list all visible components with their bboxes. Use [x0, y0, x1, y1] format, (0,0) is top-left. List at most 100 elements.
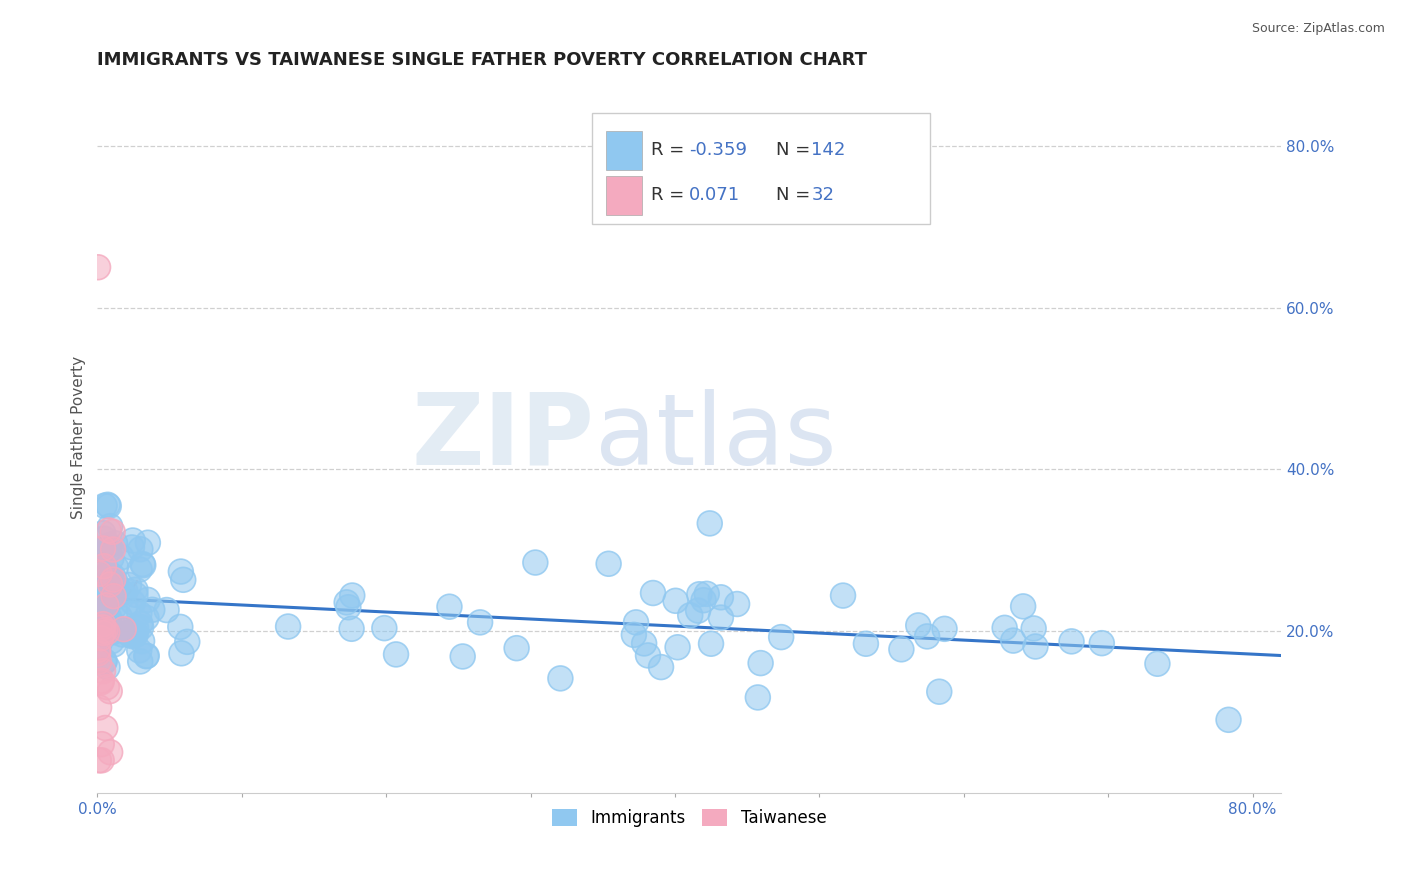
Point	[679, 608, 702, 623]
Point	[131, 634, 153, 648]
Point	[90, 753, 112, 767]
Point	[117, 625, 139, 640]
Point	[114, 584, 136, 599]
Point	[710, 591, 733, 605]
Point	[93, 608, 115, 623]
Point	[114, 599, 136, 614]
Point	[124, 628, 146, 642]
Point	[104, 560, 127, 574]
Point	[101, 573, 124, 587]
Point	[97, 538, 120, 552]
Point	[749, 656, 772, 670]
Point	[90, 543, 112, 558]
Point	[98, 519, 121, 533]
Point	[87, 579, 110, 593]
Point	[1060, 634, 1083, 648]
Point	[103, 586, 125, 600]
Point	[115, 623, 138, 637]
Point	[128, 607, 150, 621]
Point	[141, 603, 163, 617]
Point	[104, 560, 127, 574]
Point	[94, 624, 117, 638]
Point	[87, 700, 110, 714]
Point	[93, 532, 115, 546]
Point	[385, 648, 408, 662]
Point	[385, 648, 408, 662]
Point	[97, 614, 120, 628]
Point	[342, 589, 364, 603]
Point	[664, 594, 686, 608]
Point	[747, 690, 769, 705]
Text: atlas: atlas	[595, 389, 837, 485]
Point	[97, 499, 120, 513]
Point	[97, 498, 120, 512]
Point	[111, 627, 134, 641]
Point	[141, 603, 163, 617]
Point	[135, 611, 157, 625]
Point	[128, 562, 150, 576]
Point	[692, 593, 714, 607]
Point	[666, 640, 689, 655]
Point	[86, 619, 108, 633]
Point	[928, 684, 950, 698]
Point	[89, 634, 111, 648]
Point	[104, 599, 127, 614]
Point	[633, 636, 655, 650]
Point	[98, 577, 121, 591]
Point	[108, 610, 131, 624]
Point	[598, 557, 620, 571]
Point	[524, 556, 547, 570]
Point	[96, 568, 118, 582]
Point	[87, 625, 110, 640]
Point	[124, 582, 146, 597]
Point	[90, 586, 112, 600]
Point	[700, 637, 723, 651]
Point	[337, 600, 360, 615]
Point	[439, 599, 461, 614]
Point	[91, 582, 114, 597]
Point	[91, 595, 114, 609]
Point	[688, 604, 710, 618]
Point	[117, 625, 139, 640]
Point	[118, 578, 141, 592]
Point	[96, 680, 118, 694]
Point	[169, 620, 191, 634]
Text: 32: 32	[811, 186, 834, 204]
Point	[96, 599, 118, 613]
Point	[505, 641, 527, 656]
Point	[770, 630, 793, 644]
Point	[87, 643, 110, 657]
Point	[91, 595, 114, 609]
Point	[98, 745, 121, 759]
Point	[688, 587, 710, 601]
Point	[98, 519, 121, 533]
Point	[747, 690, 769, 705]
Point	[623, 628, 645, 642]
Point	[710, 610, 733, 624]
Point	[97, 498, 120, 512]
Point	[122, 595, 145, 609]
Point	[135, 648, 157, 663]
Point	[89, 573, 111, 587]
Point	[96, 568, 118, 582]
Point	[103, 589, 125, 603]
Point	[91, 610, 114, 624]
Point	[114, 599, 136, 614]
Point	[169, 620, 191, 634]
Point	[86, 549, 108, 563]
Point	[1002, 633, 1025, 648]
Point	[155, 603, 177, 617]
Point	[87, 753, 110, 767]
Point	[91, 526, 114, 541]
Point	[103, 637, 125, 651]
Point	[725, 597, 748, 611]
Point	[1002, 633, 1025, 648]
Point	[451, 649, 474, 664]
Point	[124, 628, 146, 642]
Point	[91, 617, 114, 632]
Point	[1060, 634, 1083, 648]
Point	[700, 637, 723, 651]
Point	[124, 588, 146, 602]
Point	[373, 621, 395, 635]
Point	[108, 610, 131, 624]
